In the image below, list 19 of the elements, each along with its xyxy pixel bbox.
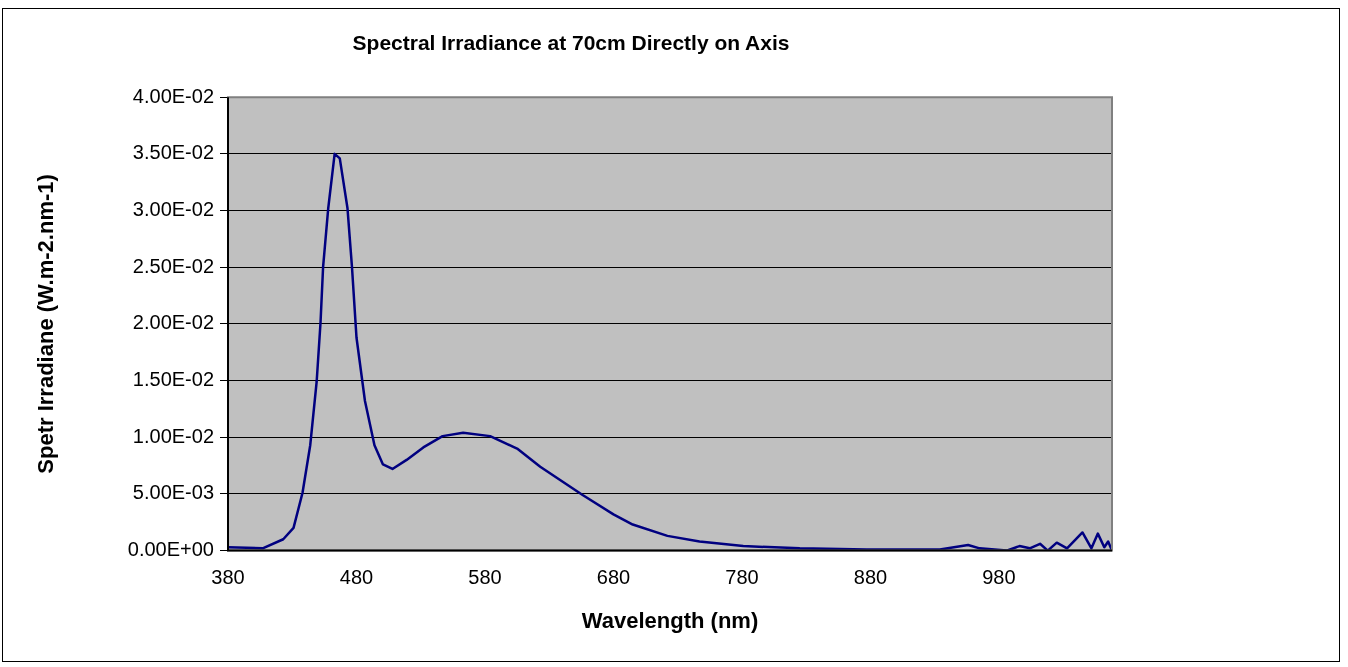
y-tick-label: 4.00E-02: [132, 84, 214, 107]
y-tick-label: 2.50E-02: [132, 254, 214, 277]
y-tick-label: 5.00E-03: [132, 481, 214, 504]
x-tick-label: 680: [596, 566, 631, 589]
x-tick-label: 580: [468, 566, 502, 589]
y-tick-label: 3.00E-02: [132, 198, 214, 221]
y-tick-label: 3.50E-02: [132, 141, 214, 164]
y-axis-title: Spetr Irradiane (W.m-2.nm-1): [33, 174, 59, 474]
x-tick-label: 780: [725, 566, 759, 589]
y-tick-label: 1.50E-02: [132, 368, 214, 391]
y-tick-label: 2.00E-02: [132, 311, 214, 334]
x-tick-label: 980: [982, 566, 1016, 589]
x-tick-label: 380: [211, 566, 245, 589]
chart-title: Spectral Irradiance at 70cm Directly on Axis: [352, 31, 790, 55]
x-tick-label: 480: [339, 566, 374, 589]
y-tick-label: 0.00E+00: [127, 538, 214, 561]
y-tick-label: 1.00E-02: [132, 424, 214, 447]
x-tick-label: 880: [853, 566, 888, 589]
x-axis-title: Wavelength (nm): [581, 607, 759, 633]
